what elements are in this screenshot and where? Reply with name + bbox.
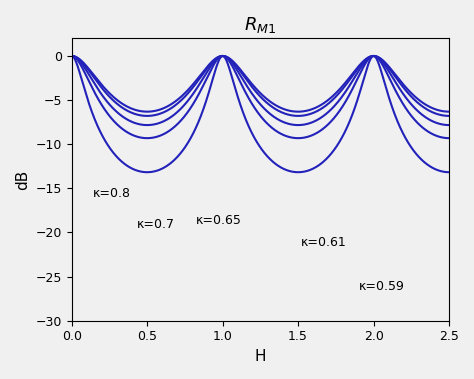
Text: κ=0.65: κ=0.65 [195, 214, 241, 227]
Y-axis label: dB: dB [15, 169, 30, 190]
Text: κ=0.61: κ=0.61 [301, 236, 347, 249]
X-axis label: H: H [255, 349, 266, 364]
Text: κ=0.59: κ=0.59 [358, 280, 404, 293]
Text: κ=0.8: κ=0.8 [93, 187, 131, 200]
Title: $R_{M1}$: $R_{M1}$ [244, 15, 276, 35]
Text: κ=0.7: κ=0.7 [137, 218, 174, 231]
